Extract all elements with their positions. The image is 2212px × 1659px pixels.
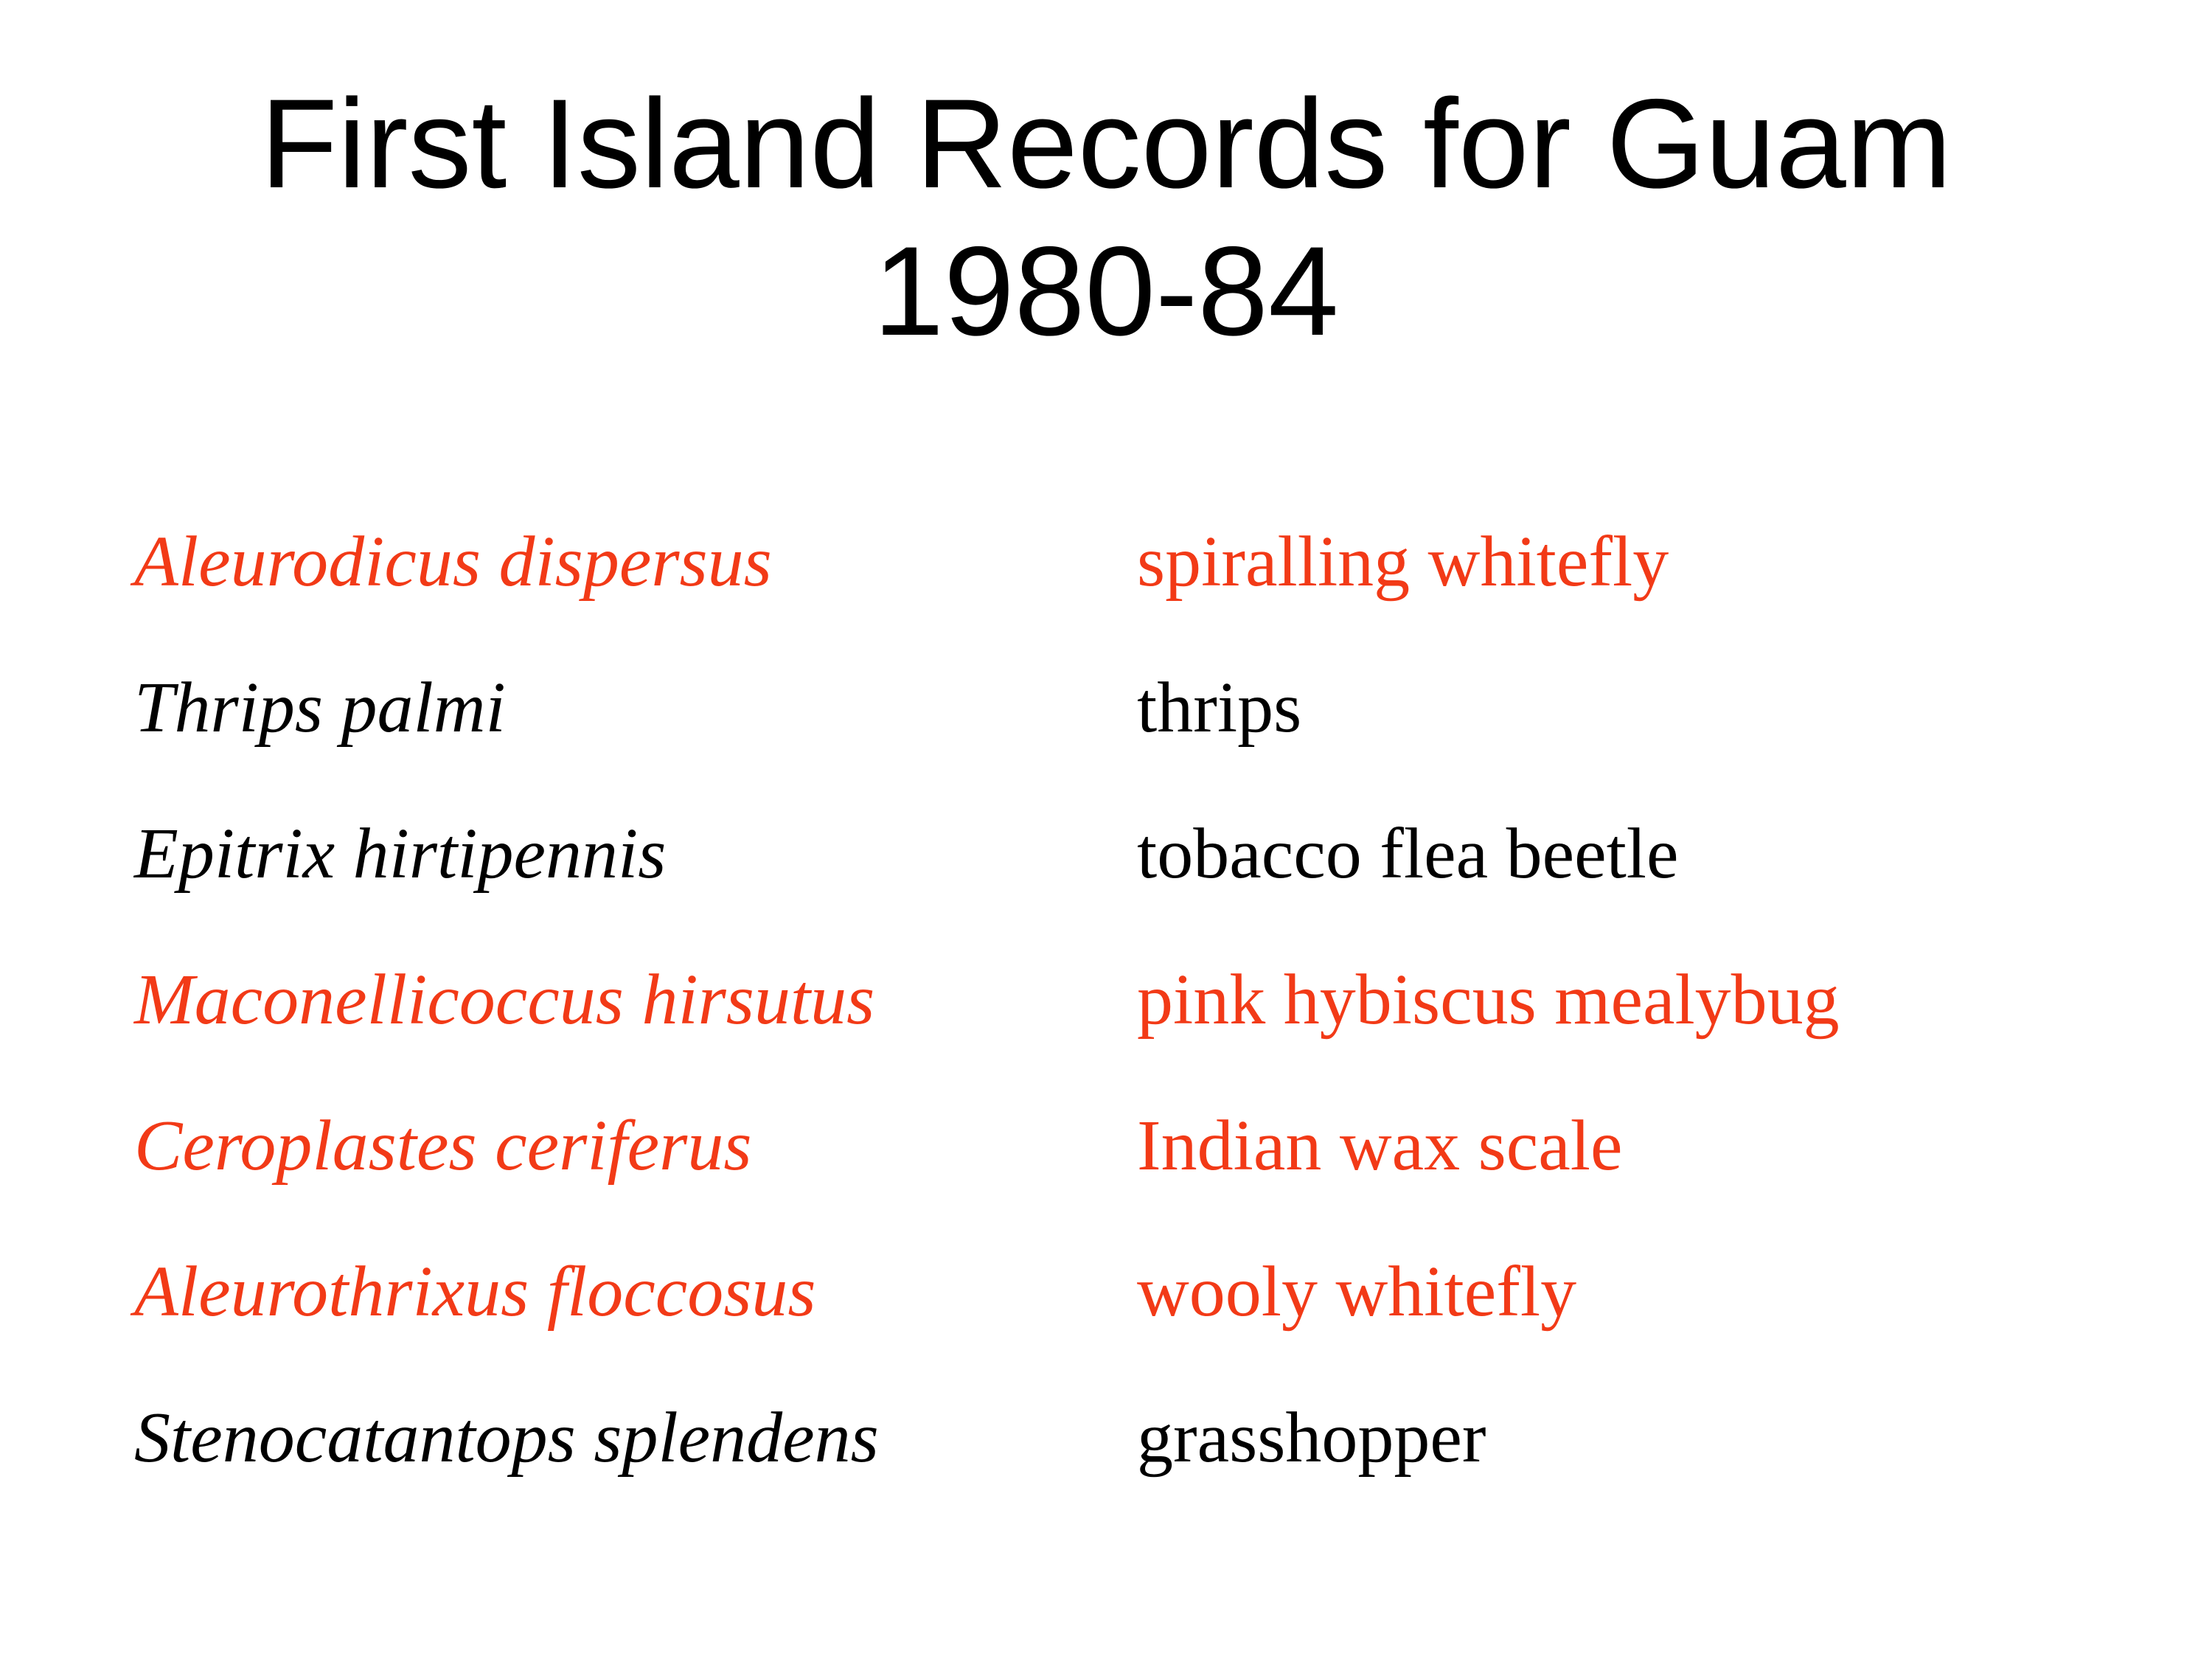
record-row: Maconellicoccus hirsutus pink hybiscus m… <box>0 956 2212 1044</box>
slide-title: First Island Records for Guam 1980-84 <box>0 70 2212 365</box>
record-row: Ceroplastes ceriferus Indian wax scale <box>0 1102 2212 1190</box>
common-name: spiralling whitefly <box>1137 522 1669 602</box>
scientific-name: Ceroplastes ceriferus <box>134 1106 752 1186</box>
common-name: wooly whitefly <box>1137 1252 1577 1332</box>
scientific-name: Stenocatantops splendens <box>134 1398 879 1478</box>
scientific-name: Epitrix hirtipennis <box>134 814 667 894</box>
title-line-2: 1980-84 <box>873 220 1339 362</box>
scientific-name: Thrips palmi <box>134 668 506 748</box>
common-name: pink hybiscus mealybug <box>1137 960 1840 1040</box>
scientific-name: Aleurodicus dispersus <box>134 522 772 602</box>
record-row: Stenocatantops splendens grasshopper <box>0 1394 2212 1482</box>
common-name: grasshopper <box>1137 1398 1486 1478</box>
record-row: Thrips palmi thrips <box>0 664 2212 752</box>
record-row: Aleurodicus dispersus spiralling whitefl… <box>0 518 2212 606</box>
common-name: thrips <box>1137 668 1302 748</box>
scientific-name: Maconellicoccus hirsutus <box>134 960 875 1040</box>
common-name: tobacco flea beetle <box>1137 814 1679 894</box>
record-row: Epitrix hirtipennis tobacco flea beetle <box>0 810 2212 898</box>
common-name: Indian wax scale <box>1137 1106 1623 1186</box>
record-row: Aleurothrixus floccosus wooly whitefly <box>0 1248 2212 1336</box>
scientific-name: Aleurothrixus floccosus <box>134 1252 816 1332</box>
title-line-1: First Island Records for Guam <box>260 73 1952 215</box>
